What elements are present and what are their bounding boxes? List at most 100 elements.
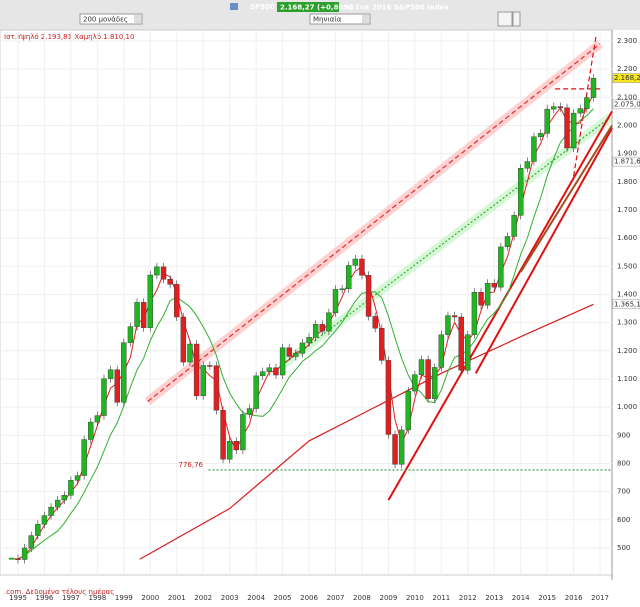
y-tick-label: 1.800 — [617, 178, 637, 186]
plot-area — [0, 29, 613, 576]
trendline — [147, 43, 601, 402]
x-tick-label: 2010 — [406, 594, 424, 602]
y-tick-label: 1.000 — [617, 403, 637, 411]
candle — [332, 289, 339, 313]
candle — [471, 292, 478, 335]
units-select-text: 200 μονάδες — [83, 16, 128, 24]
candle — [352, 258, 359, 266]
select-arrow — [134, 15, 141, 23]
y-tick-label: 700 — [617, 488, 630, 496]
candle — [544, 108, 550, 134]
candle — [193, 343, 200, 397]
icon — [230, 3, 238, 10]
x-tick-label: 2000 — [141, 594, 159, 602]
candle — [253, 375, 259, 409]
tools-arrow[interactable] — [512, 11, 521, 27]
price-box — [277, 2, 339, 12]
candle — [147, 274, 153, 328]
candle — [379, 328, 385, 361]
candle — [511, 215, 517, 237]
units-select[interactable] — [79, 13, 143, 25]
x-tick-label: 1998 — [88, 594, 106, 602]
candle — [233, 441, 239, 451]
trendline — [474, 127, 613, 374]
candle — [504, 236, 511, 248]
x-tick-label: 2008 — [353, 594, 371, 602]
candle — [226, 441, 233, 460]
select-arrow — [362, 15, 369, 23]
period-select-text: Μηνιαία — [313, 16, 342, 24]
candle — [465, 334, 471, 371]
candle — [160, 266, 167, 280]
x-tick-label: 2003 — [221, 594, 239, 602]
info: 30 Σεπ 2016 S&P500 Index — [343, 4, 449, 12]
price-tag — [612, 156, 640, 167]
candle — [240, 414, 246, 451]
price-tag — [612, 299, 640, 310]
candle — [498, 246, 504, 288]
candle — [458, 316, 464, 371]
candle — [15, 558, 21, 560]
x-tick-label: 2011 — [432, 594, 450, 602]
candle — [398, 429, 405, 465]
candle — [451, 315, 458, 318]
candle — [445, 315, 451, 335]
candle — [372, 316, 378, 329]
candle — [81, 439, 87, 476]
candle — [68, 480, 74, 496]
candle — [557, 106, 564, 108]
candle — [174, 284, 180, 318]
y-tick-label: 500 — [617, 544, 630, 552]
candle — [266, 367, 273, 372]
price-tag-label: 2.168,27 — [614, 74, 640, 82]
candle — [584, 97, 590, 109]
x-tick-label: 1999 — [115, 594, 133, 602]
y-tick-label: 1.400 — [617, 290, 637, 298]
candle — [531, 136, 537, 162]
candle — [279, 347, 286, 376]
x-tick-label: 2009 — [380, 594, 398, 602]
candle — [564, 107, 570, 149]
candle — [54, 499, 61, 508]
note: Ιστ.Υψηλό 2.193,81 Χαμηλό 1.810,10 — [4, 33, 134, 41]
y-tick-label: 600 — [617, 516, 630, 524]
price-tag-label: 2.075,07 — [614, 100, 640, 108]
candle — [286, 347, 292, 357]
candle — [524, 161, 531, 169]
candle — [61, 495, 67, 501]
candle — [346, 265, 352, 290]
candle — [551, 106, 557, 110]
candle — [260, 371, 266, 377]
candle — [293, 353, 299, 357]
y-tick-label: 1.900 — [617, 150, 637, 158]
candle — [319, 324, 325, 332]
price-tag-label: 1.365,19 — [614, 300, 640, 308]
x-tick-label: 1997 — [62, 594, 80, 602]
y-tick-label: 1.100 — [617, 375, 637, 383]
tools-button[interactable] — [497, 11, 513, 27]
candle — [140, 302, 147, 328]
x-tick-label: 2012 — [459, 594, 477, 602]
candle — [28, 535, 34, 549]
period-select[interactable] — [309, 13, 371, 25]
candle — [478, 292, 484, 306]
y-tick-label: 1.300 — [617, 319, 637, 327]
candle — [74, 475, 81, 481]
candle — [101, 378, 107, 416]
candle — [48, 506, 54, 516]
candle — [207, 365, 213, 367]
candle — [339, 288, 345, 291]
y-tick-label: 900 — [617, 431, 630, 439]
candle — [21, 547, 28, 560]
candle — [180, 316, 187, 363]
candle — [187, 343, 193, 363]
x-tick-label: 2004 — [247, 594, 265, 602]
x-tick-label: 1995 — [9, 594, 27, 602]
candle — [273, 367, 279, 376]
price: 2.168,27 (+0,80%) — [280, 4, 354, 12]
candle — [134, 302, 140, 327]
candle — [127, 326, 134, 343]
y-tick-label: 1.200 — [617, 347, 637, 355]
trendline — [282, 116, 612, 366]
